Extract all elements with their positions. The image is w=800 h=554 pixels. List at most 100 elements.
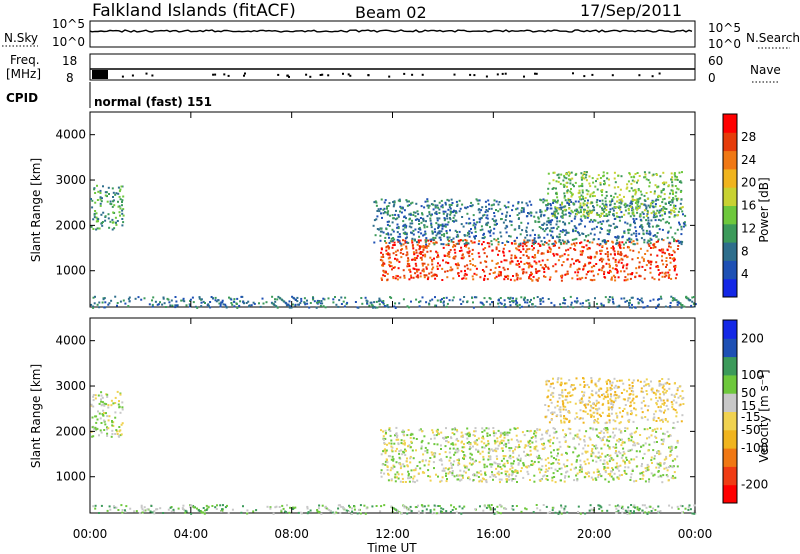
data-cell bbox=[604, 239, 606, 242]
data-cell bbox=[655, 420, 658, 422]
data-cell bbox=[618, 253, 621, 256]
data-cell bbox=[589, 232, 592, 235]
data-cell bbox=[645, 206, 648, 209]
data-cell bbox=[175, 300, 178, 303]
data-cell bbox=[94, 394, 97, 397]
data-cell bbox=[666, 236, 669, 239]
data-cell bbox=[500, 478, 503, 481]
data-cell bbox=[460, 512, 463, 515]
data-cell bbox=[601, 207, 603, 210]
data-cell bbox=[437, 255, 440, 258]
data-cell bbox=[421, 505, 424, 508]
data-cell bbox=[662, 432, 665, 435]
data-cell bbox=[500, 434, 502, 437]
data-cell bbox=[406, 204, 409, 207]
data-cell bbox=[675, 240, 678, 243]
data-cell bbox=[612, 431, 614, 434]
data-cell bbox=[548, 441, 551, 444]
data-cell bbox=[442, 508, 445, 511]
data-cell bbox=[534, 233, 536, 236]
data-cell bbox=[620, 430, 623, 433]
data-cell bbox=[616, 226, 619, 229]
data-cell bbox=[547, 192, 550, 195]
data-cell bbox=[383, 449, 386, 452]
data-cell bbox=[485, 222, 488, 225]
data-cell bbox=[461, 446, 464, 449]
data-cell bbox=[262, 302, 265, 305]
data-cell bbox=[646, 222, 649, 225]
data-cell bbox=[645, 506, 648, 509]
data-cell bbox=[468, 235, 471, 238]
data-cell bbox=[121, 204, 123, 207]
data-cell bbox=[442, 304, 445, 307]
data-cell bbox=[544, 263, 547, 266]
data-cell bbox=[550, 234, 553, 237]
data-cell bbox=[420, 256, 423, 259]
data-cell bbox=[505, 445, 508, 448]
data-cell bbox=[484, 200, 487, 203]
data-cell bbox=[519, 306, 521, 309]
data-cell bbox=[621, 200, 624, 203]
data-cell bbox=[635, 235, 638, 238]
data-cell bbox=[616, 416, 619, 419]
data-cell bbox=[617, 174, 620, 177]
data-cell bbox=[470, 458, 472, 461]
data-cell bbox=[565, 273, 568, 276]
data-cell bbox=[553, 431, 556, 434]
data-cell bbox=[409, 217, 411, 220]
data-cell bbox=[637, 189, 640, 192]
data-cell bbox=[589, 257, 592, 260]
data-cell bbox=[391, 239, 394, 242]
data-cell bbox=[525, 271, 528, 274]
data-cell bbox=[275, 305, 278, 308]
data-cell bbox=[530, 436, 533, 439]
data-cell bbox=[603, 205, 606, 208]
data-cell bbox=[656, 232, 659, 234]
nave-dot bbox=[319, 74, 322, 76]
data-cell bbox=[454, 263, 457, 266]
data-cell bbox=[550, 207, 553, 210]
data-cell bbox=[402, 298, 405, 301]
data-cell bbox=[216, 504, 218, 507]
data-cell bbox=[457, 272, 459, 275]
data-cell bbox=[614, 397, 617, 400]
freq-tick-low: 8 bbox=[66, 71, 74, 85]
data-cell bbox=[575, 213, 578, 216]
data-cell bbox=[631, 296, 634, 299]
data-cell bbox=[527, 262, 530, 265]
data-cell bbox=[375, 505, 378, 507]
data-cell bbox=[124, 302, 127, 305]
data-cell bbox=[438, 264, 441, 267]
data-cell bbox=[424, 230, 427, 233]
data-cell bbox=[508, 473, 511, 476]
data-cell bbox=[526, 241, 529, 244]
data-cell bbox=[635, 206, 638, 209]
data-cell bbox=[557, 259, 560, 262]
data-cell bbox=[425, 266, 428, 269]
data-cell bbox=[422, 270, 425, 273]
data-cell bbox=[103, 419, 106, 422]
data-cell bbox=[442, 436, 444, 439]
data-cell bbox=[90, 303, 93, 306]
data-cell bbox=[427, 463, 430, 466]
data-cell bbox=[533, 480, 536, 483]
data-cell bbox=[562, 405, 565, 408]
data-cell bbox=[525, 465, 527, 468]
data-cell bbox=[119, 393, 122, 396]
data-cell bbox=[419, 247, 421, 250]
data-cell bbox=[642, 259, 645, 262]
data-cell bbox=[631, 385, 634, 387]
ionospheric-weak-halo bbox=[372, 198, 687, 246]
data-cell bbox=[616, 455, 619, 458]
data-cell bbox=[612, 401, 615, 404]
data-cell bbox=[682, 403, 685, 405]
data-cell bbox=[392, 230, 395, 233]
nave-dot bbox=[305, 73, 308, 76]
data-cell bbox=[92, 306, 95, 309]
data-cell bbox=[397, 510, 399, 513]
data-cell bbox=[431, 258, 434, 261]
data-cell bbox=[643, 452, 646, 455]
data-cell bbox=[622, 246, 625, 249]
data-cell bbox=[596, 243, 599, 246]
data-cell bbox=[525, 244, 528, 247]
